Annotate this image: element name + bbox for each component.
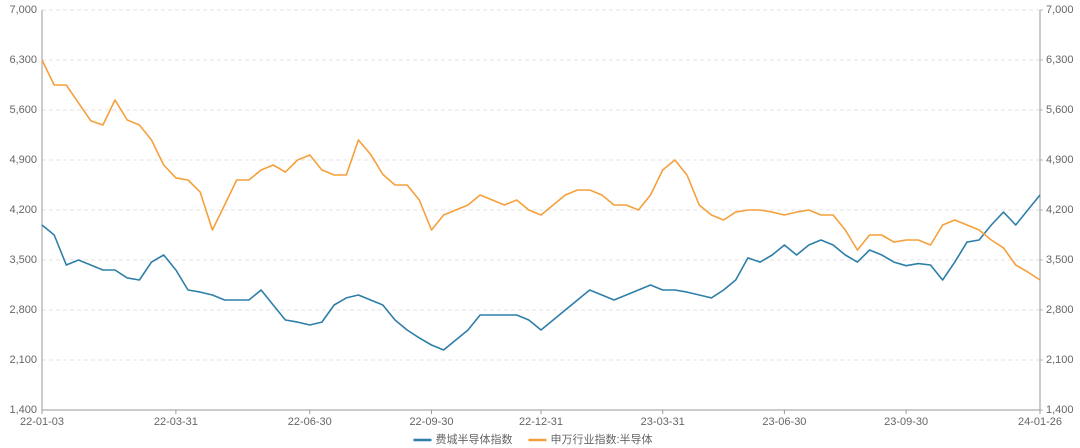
y-tick-label: 2,100 [9,354,37,366]
y2-tick-label: 4,900 [1046,154,1074,166]
y-tick-label: 2,800 [9,304,37,316]
y2-tick-label: 5,600 [1046,104,1074,116]
y2-tick-label: 6,300 [1046,54,1074,66]
y2-tick-label: 2,800 [1046,304,1074,316]
x-tick-label: 22-12-31 [519,416,563,428]
y-tick-label: 5,600 [9,104,37,116]
x-tick-label: 22-09-30 [409,416,453,428]
x-tick-label: 22-06-30 [288,416,332,428]
y2-tick-label: 4,200 [1046,204,1074,216]
legend-label: 费城半导体指数 [435,432,512,446]
y-tick-label: 7,000 [9,4,37,16]
y2-tick-label: 7,000 [1046,4,1074,16]
y-tick-label: 1,400 [9,404,37,416]
y-tick-label: 6,300 [9,54,37,66]
y-tick-label: 4,900 [9,154,37,166]
y-tick-label: 3,500 [9,254,37,266]
y2-tick-label: 3,500 [1046,254,1074,266]
x-tick-label: 23-09-30 [884,416,928,428]
x-tick-label: 24-01-26 [1018,416,1062,428]
y2-tick-label: 1,400 [1046,404,1074,416]
series-line [41,59,1041,281]
x-tick-label: 23-03-31 [641,416,685,428]
y-tick-label: 4,200 [9,204,37,216]
x-tick-label: 22-03-31 [154,416,198,428]
series-line [41,194,1041,351]
legend-label: 申万行业指数:半导体 [550,432,652,446]
y2-tick-label: 2,100 [1046,354,1074,366]
x-tick-label: 22-01-03 [20,416,64,428]
x-tick-label: 23-06-30 [762,416,806,428]
